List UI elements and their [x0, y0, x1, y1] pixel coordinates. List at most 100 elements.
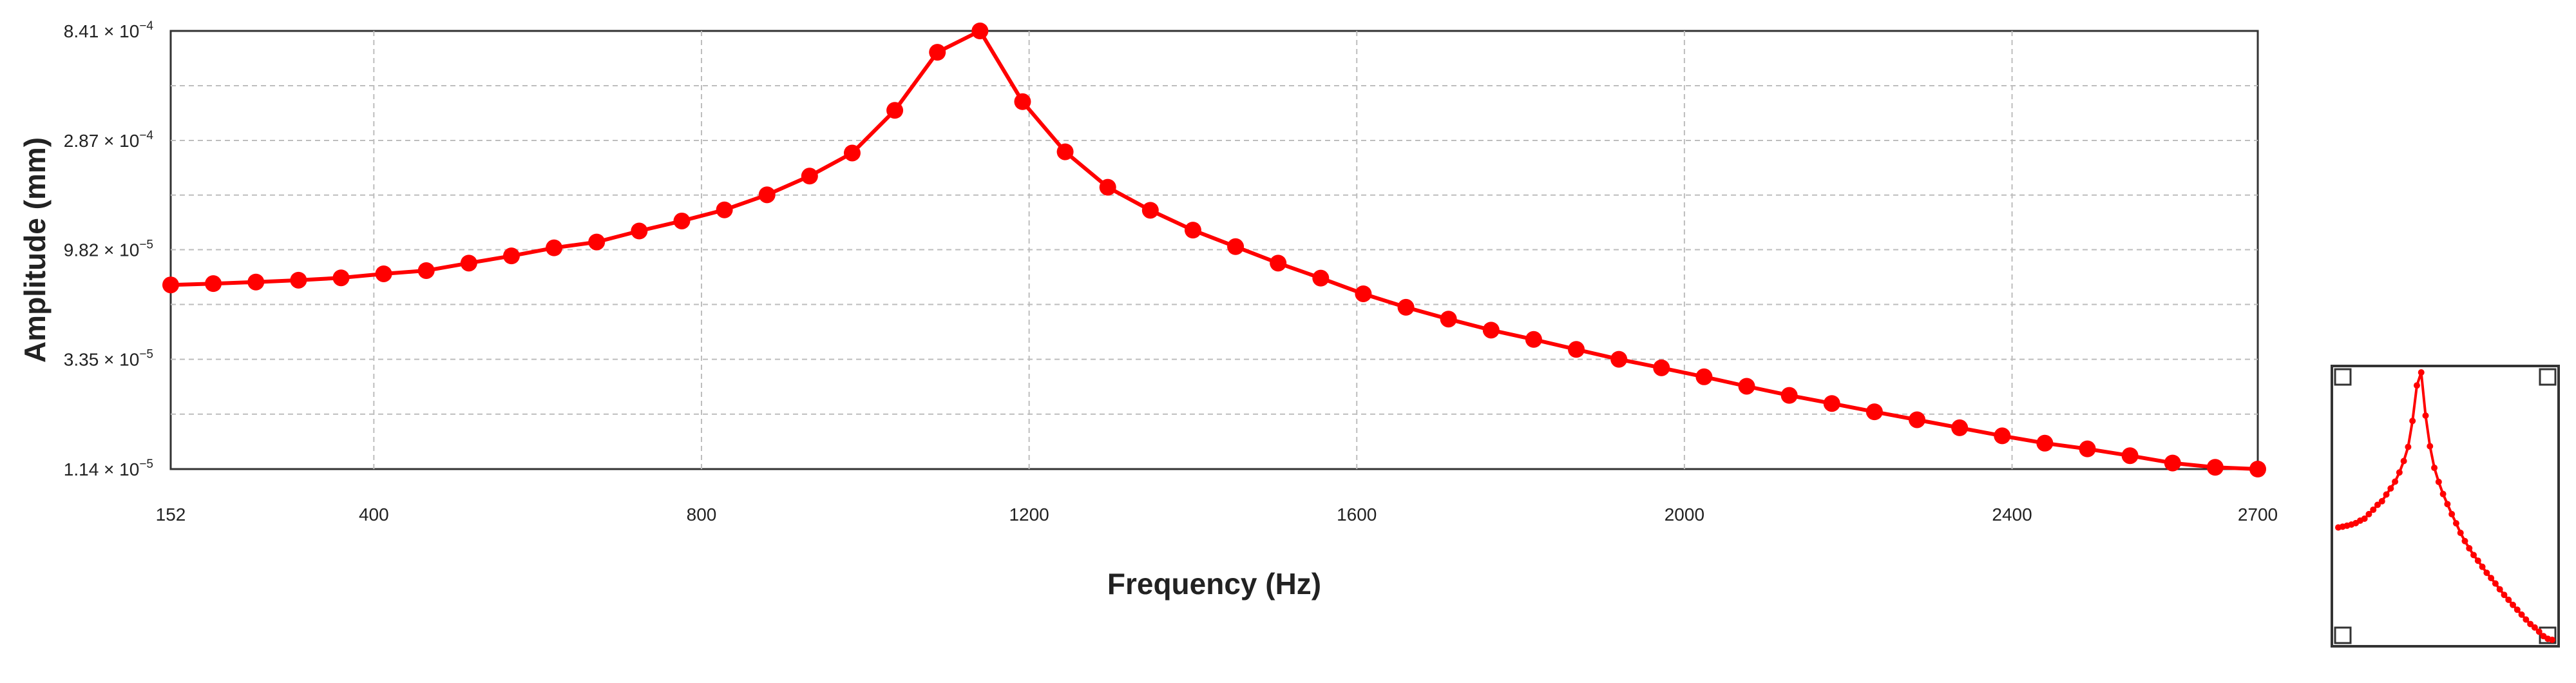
- x-tick-label: 2400: [1992, 505, 2032, 524]
- data-point: [758, 186, 776, 204]
- thumbnail-series-points: [2335, 369, 2555, 643]
- x-tick-label: 2000: [1665, 505, 1704, 524]
- data-point: [1099, 178, 1116, 196]
- data-point: [673, 212, 691, 229]
- thumbnail-data-point: [2374, 501, 2381, 508]
- data-point: [1014, 93, 1031, 110]
- data-point: [1355, 285, 1372, 302]
- data-point: [1994, 427, 2011, 445]
- y-tick-label: 9.82 × 10−5: [64, 238, 153, 260]
- x-tick-label: 800: [687, 505, 717, 524]
- thumbnail-data-point: [2365, 510, 2372, 517]
- thumbnail-data-point: [2396, 469, 2403, 476]
- x-tick-label: 152: [156, 505, 186, 524]
- data-point: [1738, 378, 1755, 395]
- data-point: [375, 265, 392, 282]
- data-point: [546, 239, 563, 256]
- thumbnail-data-point: [2418, 369, 2425, 376]
- thumbnail-data-point: [2496, 586, 2503, 593]
- data-point: [162, 276, 179, 294]
- thumbnail-data-point: [2452, 520, 2459, 527]
- axis-ticks: 152 400 800 1200 1600 2000 2400 2700 1.14 × 10−5…: [64, 19, 2278, 524]
- data-point: [2079, 440, 2096, 457]
- thumbnail-data-point: [2435, 478, 2442, 485]
- data-point: [2249, 461, 2266, 477]
- data-point: [1056, 143, 1074, 160]
- data-point: [460, 255, 477, 272]
- data-point: [1312, 269, 1330, 287]
- thumbnail-data-point: [2422, 412, 2429, 419]
- thumbnail-data-point: [2378, 497, 2385, 505]
- data-point: [332, 269, 350, 287]
- thumbnail-data-point: [2448, 510, 2456, 517]
- data-point: [1270, 255, 1287, 272]
- data-point: [1397, 298, 1415, 316]
- thumbnail-data-point: [2461, 537, 2468, 544]
- thumbnail-data-point: [2518, 611, 2525, 618]
- data-point: [1865, 403, 1883, 421]
- thumbnail-data-point: [2439, 490, 2447, 497]
- thumbnail-data-point: [2427, 443, 2434, 450]
- data-point: [1653, 359, 1670, 376]
- data-point: [2206, 459, 2224, 476]
- thumbnail-data-point: [2479, 563, 2486, 570]
- y-axis-title: Amplitude (mm): [18, 137, 52, 363]
- data-point: [1141, 202, 1159, 219]
- thumbnail-data-point: [2457, 529, 2464, 536]
- y-tick-label: 3.35 × 10−5: [64, 348, 153, 370]
- data-point: [1525, 331, 1542, 348]
- thumbnail-data-point: [2523, 616, 2530, 623]
- y-tick-label: 2.87 × 10−4: [64, 129, 154, 151]
- thumbnail-data-point: [2466, 544, 2473, 552]
- data-point: [929, 44, 946, 61]
- data-point: [971, 23, 989, 39]
- thumbnail-data-point: [2505, 596, 2512, 603]
- thumbnail-data-point: [2470, 552, 2477, 559]
- x-tick-label: 1200: [1009, 505, 1049, 524]
- series-amplitude: [162, 23, 2266, 477]
- data-point: [290, 271, 307, 289]
- data-point: [1695, 368, 1713, 385]
- thumbnail-handle-top-right[interactable]: [2539, 368, 2557, 386]
- data-point: [1951, 419, 1969, 436]
- data-point: [1440, 311, 1457, 328]
- thumbnail-data-point: [2501, 592, 2508, 599]
- data-point: [886, 102, 904, 119]
- thumbnail-data-point: [2392, 478, 2399, 485]
- thumbnail-handle-top-left[interactable]: [2334, 368, 2352, 386]
- data-point: [502, 247, 520, 265]
- thumbnail-data-point: [2361, 515, 2368, 522]
- data-point: [1227, 238, 1245, 255]
- y-tick-label: 8.41 × 10−4: [64, 19, 154, 41]
- data-point: [417, 262, 435, 279]
- thumbnail-handle-bottom-left[interactable]: [2334, 626, 2352, 644]
- thumbnail-data-point: [2409, 418, 2416, 425]
- thumbnail-data-point: [2514, 606, 2521, 613]
- data-point: [1482, 322, 1500, 339]
- thumbnail-data-point: [2444, 501, 2451, 508]
- thumbnail-data-point: [2413, 382, 2420, 389]
- thumbnail-data-point: [2510, 601, 2517, 608]
- data-point: [2036, 434, 2054, 452]
- data-point: [1823, 395, 1840, 412]
- data-point: [2164, 454, 2181, 472]
- thumbnail-data-point: [2492, 580, 2499, 587]
- thumbnail-data-point: [2549, 637, 2555, 643]
- thumbnail-data-point: [2405, 443, 2412, 450]
- x-tick-label: 400: [359, 505, 389, 524]
- data-point: [1184, 222, 1201, 239]
- y-tick-label: 1.14 × 10−5: [64, 457, 153, 479]
- data-point: [247, 273, 265, 291]
- data-point: [1780, 387, 1798, 404]
- data-point: [631, 222, 648, 240]
- thumbnail-data-point: [2527, 620, 2534, 628]
- thumbnail-data-point: [2535, 628, 2543, 635]
- grid-lines: [171, 31, 2258, 469]
- thumbnail-data-point: [2400, 457, 2407, 465]
- thumbnail-data-point: [2370, 506, 2377, 514]
- data-point: [801, 168, 818, 185]
- data-point: [1909, 411, 1926, 428]
- thumbnail-data-point: [2483, 569, 2490, 576]
- data-point: [205, 275, 222, 293]
